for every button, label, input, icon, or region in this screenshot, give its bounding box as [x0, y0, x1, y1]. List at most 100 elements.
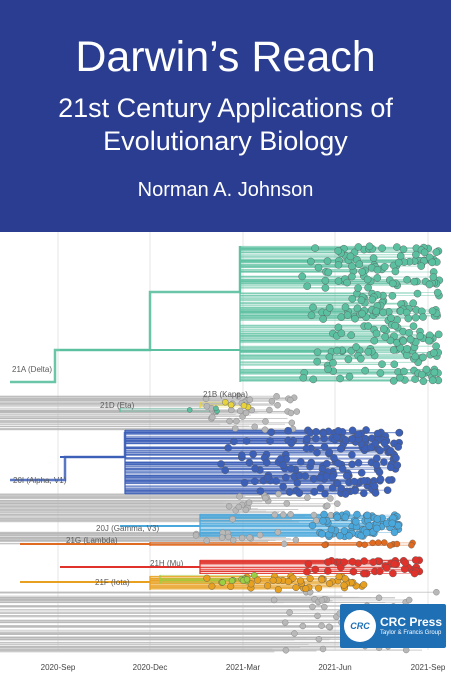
- alpha-tip: [359, 489, 368, 498]
- alpha-tip: [237, 451, 246, 460]
- grey-tip: [274, 401, 281, 409]
- alpha-tip: [366, 443, 375, 452]
- alpha-tip: [320, 442, 329, 451]
- lambda-tip: [408, 542, 415, 549]
- alpha-tip: [354, 459, 363, 467]
- delta-tip: [324, 365, 332, 374]
- delta-tip: [419, 313, 427, 321]
- delta-tip: [413, 289, 422, 298]
- alpha-tip: [287, 464, 295, 473]
- grey-tip: [231, 425, 239, 432]
- grey-tip: [270, 596, 278, 604]
- kappa-tip: [240, 402, 248, 409]
- iota-tip: [264, 582, 272, 590]
- delta-tip: [388, 292, 397, 300]
- delta-tip: [364, 322, 372, 330]
- alpha-tip: [325, 448, 334, 457]
- grey-tip: [192, 532, 200, 539]
- delta-tip: [376, 369, 385, 377]
- grey-tip: [405, 596, 413, 604]
- delta-tip: [403, 345, 411, 353]
- delta-tip: [387, 314, 395, 322]
- delta-tip: [400, 367, 408, 376]
- delta-tip: [363, 275, 372, 284]
- delta-tip: [334, 247, 343, 255]
- delta-tip: [358, 309, 366, 318]
- alpha-tip: [316, 473, 325, 482]
- alpha-tip: [230, 437, 238, 446]
- alpha-tip: [266, 437, 274, 445]
- delta-tip: [370, 336, 379, 345]
- delta-tip: [419, 377, 428, 385]
- clade-label: 21G (Lambda): [66, 536, 118, 545]
- mu-tip: [390, 560, 399, 568]
- alpha-tip: [376, 475, 385, 483]
- gamma-tip: [373, 515, 381, 523]
- delta-tip: [432, 248, 441, 257]
- delta-tip: [391, 321, 400, 330]
- grey-tip: [375, 594, 383, 602]
- grey-tip: [266, 406, 273, 414]
- alpha-tip: [250, 477, 259, 486]
- delta-tip: [313, 357, 322, 366]
- alpha-tip: [240, 478, 249, 487]
- delta-tip: [314, 263, 323, 272]
- grey-tip: [203, 537, 210, 544]
- iota-tip: [306, 575, 314, 583]
- iota-green-tip: [251, 572, 258, 579]
- grey-tip: [209, 413, 216, 421]
- grey-tip: [275, 490, 282, 498]
- iota-tip: [326, 580, 334, 588]
- iota-tip: [274, 586, 282, 594]
- grey-tip: [235, 392, 242, 400]
- delta-tip: [390, 360, 399, 369]
- delta-tip: [345, 372, 354, 381]
- mu-tip: [311, 565, 320, 574]
- alpha-tip: [310, 488, 319, 496]
- grey-tip: [229, 515, 236, 523]
- time-axis-label: 2021-Jun: [318, 663, 351, 672]
- iota-tip: [360, 581, 368, 589]
- alpha-tip: [279, 482, 287, 491]
- alpha-tip: [334, 427, 343, 435]
- delta-tip: [368, 295, 377, 304]
- delta-tip: [434, 330, 443, 339]
- alpha-tip: [336, 445, 345, 453]
- alpha-tip: [380, 439, 389, 447]
- mu-tip: [389, 569, 397, 578]
- alpha-tip: [287, 439, 296, 447]
- delta-tip: [311, 244, 319, 252]
- eta-tip: [213, 405, 219, 412]
- delta-tip: [404, 314, 413, 323]
- alpha-tip: [348, 435, 356, 443]
- grey-tip: [309, 603, 316, 611]
- alpha-tip: [372, 460, 381, 469]
- iota-tip: [208, 582, 216, 590]
- gamma-tip: [390, 528, 399, 537]
- delta-tip: [389, 346, 398, 354]
- alpha-tip: [334, 459, 343, 468]
- grey-tip: [262, 418, 269, 425]
- grey-tip: [242, 409, 250, 417]
- mu-tip: [340, 558, 348, 566]
- alpha-tip: [224, 444, 232, 452]
- delta-tip: [372, 329, 381, 338]
- gamma-tip: [340, 527, 349, 535]
- grey-tip: [334, 500, 341, 507]
- alpha-tip: [301, 472, 310, 480]
- delta-tip: [344, 355, 353, 364]
- delta-tip: [348, 295, 357, 303]
- alpha-tip: [354, 430, 363, 438]
- alpha-tip: [295, 489, 304, 498]
- alpha-tip: [357, 468, 366, 477]
- delta-tip: [341, 303, 350, 311]
- delta-tip: [323, 257, 332, 265]
- delta-tip: [380, 262, 389, 271]
- subtitle-line-2: Evolutionary Biology: [103, 126, 348, 156]
- alpha-tip: [262, 458, 271, 467]
- delta-tip: [406, 335, 415, 344]
- iota-tip: [318, 576, 326, 584]
- delta-tip: [299, 373, 308, 382]
- time-axis-label: 2021-Sep: [411, 663, 446, 672]
- alpha-tip: [375, 468, 384, 477]
